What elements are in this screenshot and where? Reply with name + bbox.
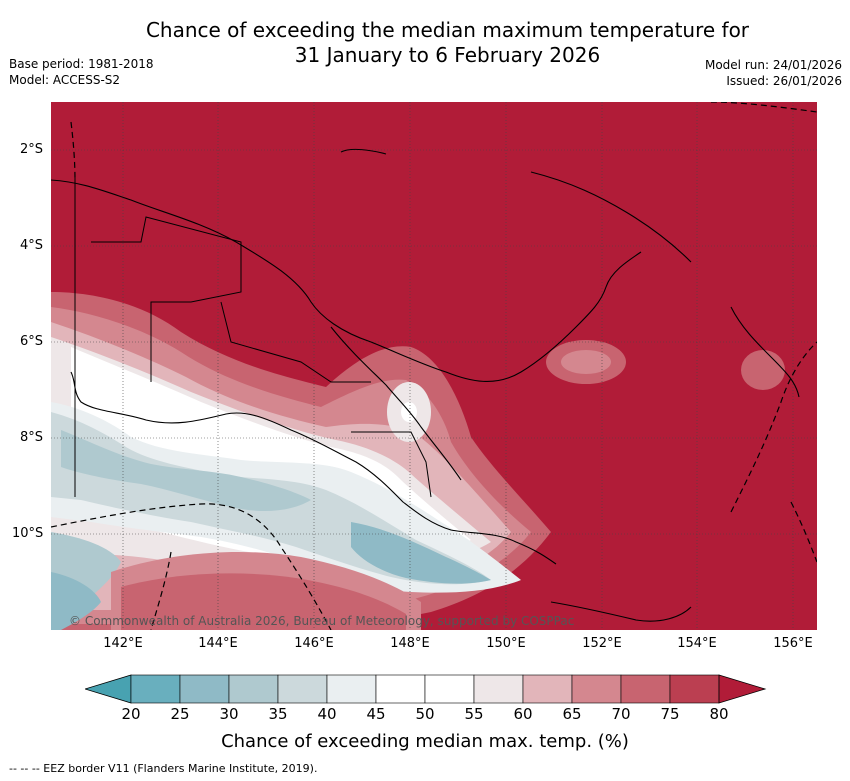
title-line-2: 31 January to 6 February 2026 — [294, 43, 601, 67]
colorbar-tick-label: 55 — [464, 705, 484, 723]
colorbar-segment — [571, 674, 622, 704]
colorbar-segment — [228, 674, 279, 704]
meta-right: Model run: 24/01/2026 Issued: 26/01/2026 — [705, 57, 842, 89]
lon-tick: 148°E — [390, 636, 430, 651]
base-period: Base period: 1981-2018 — [9, 57, 154, 71]
colorbar-title: Chance of exceeding median max. temp. (%… — [221, 731, 629, 752]
borders — [74, 178, 432, 498]
colorbar-segment — [473, 674, 524, 704]
lon-tick: 152°E — [582, 636, 622, 651]
lon-tick: 154°E — [677, 636, 717, 651]
lat-tick: 2°S — [20, 142, 44, 157]
colorbar-tick-label: 45 — [366, 705, 386, 723]
model-name: Model: ACCESS-S2 — [9, 73, 121, 87]
eez-legend: -- -- -- EEZ border V11 (Flanders Marine… — [9, 762, 318, 775]
colorbar-segment — [669, 674, 720, 704]
lon-tick: 156°E — [773, 636, 813, 651]
lat-tick: 6°S — [20, 334, 44, 349]
copyright-notice: © Commonwealth of Australia 2026, Bureau… — [69, 614, 575, 628]
title-line-1: Chance of exceeding the median maximum t… — [145, 18, 750, 42]
colorbar-tick-label: 50 — [415, 705, 435, 723]
colorbar-segment — [130, 674, 181, 704]
contour-east-65 — [561, 350, 611, 374]
colorbar-tick-label: 20 — [121, 705, 141, 723]
colorbar-segment — [277, 674, 328, 704]
colorbar-segment — [375, 674, 426, 704]
lat-tick: 4°S — [20, 238, 44, 253]
colorbar-tick-label: 60 — [513, 705, 533, 723]
probability-map — [51, 102, 817, 630]
contour-east2-70 — [741, 350, 785, 390]
colorbar-segment — [522, 674, 573, 704]
colorbar-tick-label: 75 — [660, 705, 680, 723]
colorbar — [85, 674, 767, 704]
map-title: Chance of exceeding the median maximum t… — [0, 18, 850, 68]
colorbar-tick-label: 35 — [268, 705, 288, 723]
model-run: Model run: 24/01/2026 — [704, 58, 842, 72]
colorbar-tick-label: 40 — [317, 705, 337, 723]
meta-left: Base period: 1981-2018 Model: ACCESS-S2 — [9, 56, 154, 88]
colorbar-segment — [179, 674, 230, 704]
colorbar-tick-label: 25 — [170, 705, 190, 723]
lat-tick: 8°S — [20, 430, 44, 445]
coastlines — [51, 148, 800, 622]
colorbar-tick-label: 65 — [562, 705, 582, 723]
contour-south-70 — [121, 573, 406, 630]
colorbar-extend-high — [718, 674, 767, 704]
lon-tick: 150°E — [486, 636, 526, 651]
eez-border — [51, 102, 817, 630]
colorbar-segment — [326, 674, 377, 704]
lon-tick: 142°E — [103, 636, 143, 651]
issued-date: Issued: 26/01/2026 — [726, 74, 842, 88]
colorbar-extend-low — [85, 674, 132, 704]
contour-20 — [51, 572, 101, 630]
colorbar-tick-label: 80 — [709, 705, 729, 723]
contour-30 — [61, 430, 311, 512]
lon-tick: 144°E — [198, 636, 238, 651]
lat-tick: 10°S — [12, 526, 44, 541]
colorbar-segment — [424, 674, 475, 704]
contour-25 — [351, 522, 491, 584]
gridlines — [51, 102, 817, 630]
colorbar-tick-label: 30 — [219, 705, 239, 723]
colorbar-tick-label: 70 — [611, 705, 631, 723]
lon-tick: 146°E — [294, 636, 334, 651]
colorbar-segment — [620, 674, 671, 704]
